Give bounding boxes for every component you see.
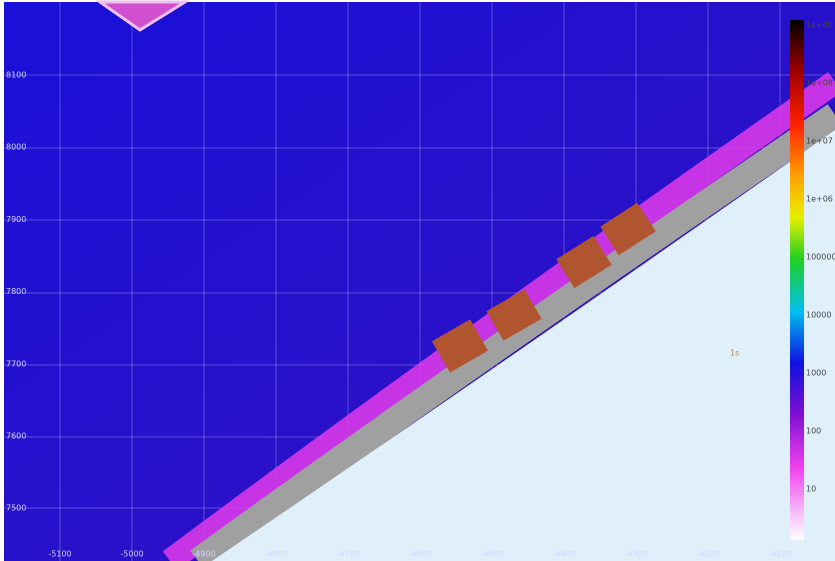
x-axis-label: -4300 [624,550,647,559]
x-axis-label: -4400 [552,550,575,559]
y-axis-label: 7800 [6,287,26,296]
y-axis-label: 8000 [6,143,26,152]
annotation: 1s [730,349,739,358]
colorbar-label: 100 [806,427,821,436]
y-axis-label: 7700 [6,359,26,368]
y-axis-label: 7600 [6,432,26,441]
colorbar-label: 1e+07 [806,137,833,146]
colorbar-label: 1e+09 [806,21,833,30]
x-axis-label: -4100 [768,550,791,559]
colorbar-label: 10 [806,485,816,494]
x-axis-label: -5100 [48,550,71,559]
x-axis-label: -4700 [336,550,359,559]
y-axis-label: 8100 [6,71,26,80]
colorbar-label: 1e+08 [806,79,833,88]
colorbar-label: 10000 [806,311,831,320]
x-axis-label: -5000 [120,550,143,559]
y-axis-label: 7900 [6,215,26,224]
x-axis-label: -4500 [480,550,503,559]
corner-structure [95,0,191,32]
x-axis-label: -4600 [408,550,431,559]
y-axis-label: 7500 [6,504,26,513]
colorbar-label: 1000 [806,369,826,378]
wall [190,104,835,561]
solid-region [212,130,835,561]
colorbar-label: 1e+06 [806,195,833,204]
emitters [431,202,656,373]
colorbar-label: 100000 [806,253,835,262]
x-axis-label: -4200 [696,550,719,559]
x-axis-label: -4800 [264,550,287,559]
colorbar [790,20,804,540]
x-axis-label: -4900 [192,550,215,559]
surface-layer [162,72,835,561]
